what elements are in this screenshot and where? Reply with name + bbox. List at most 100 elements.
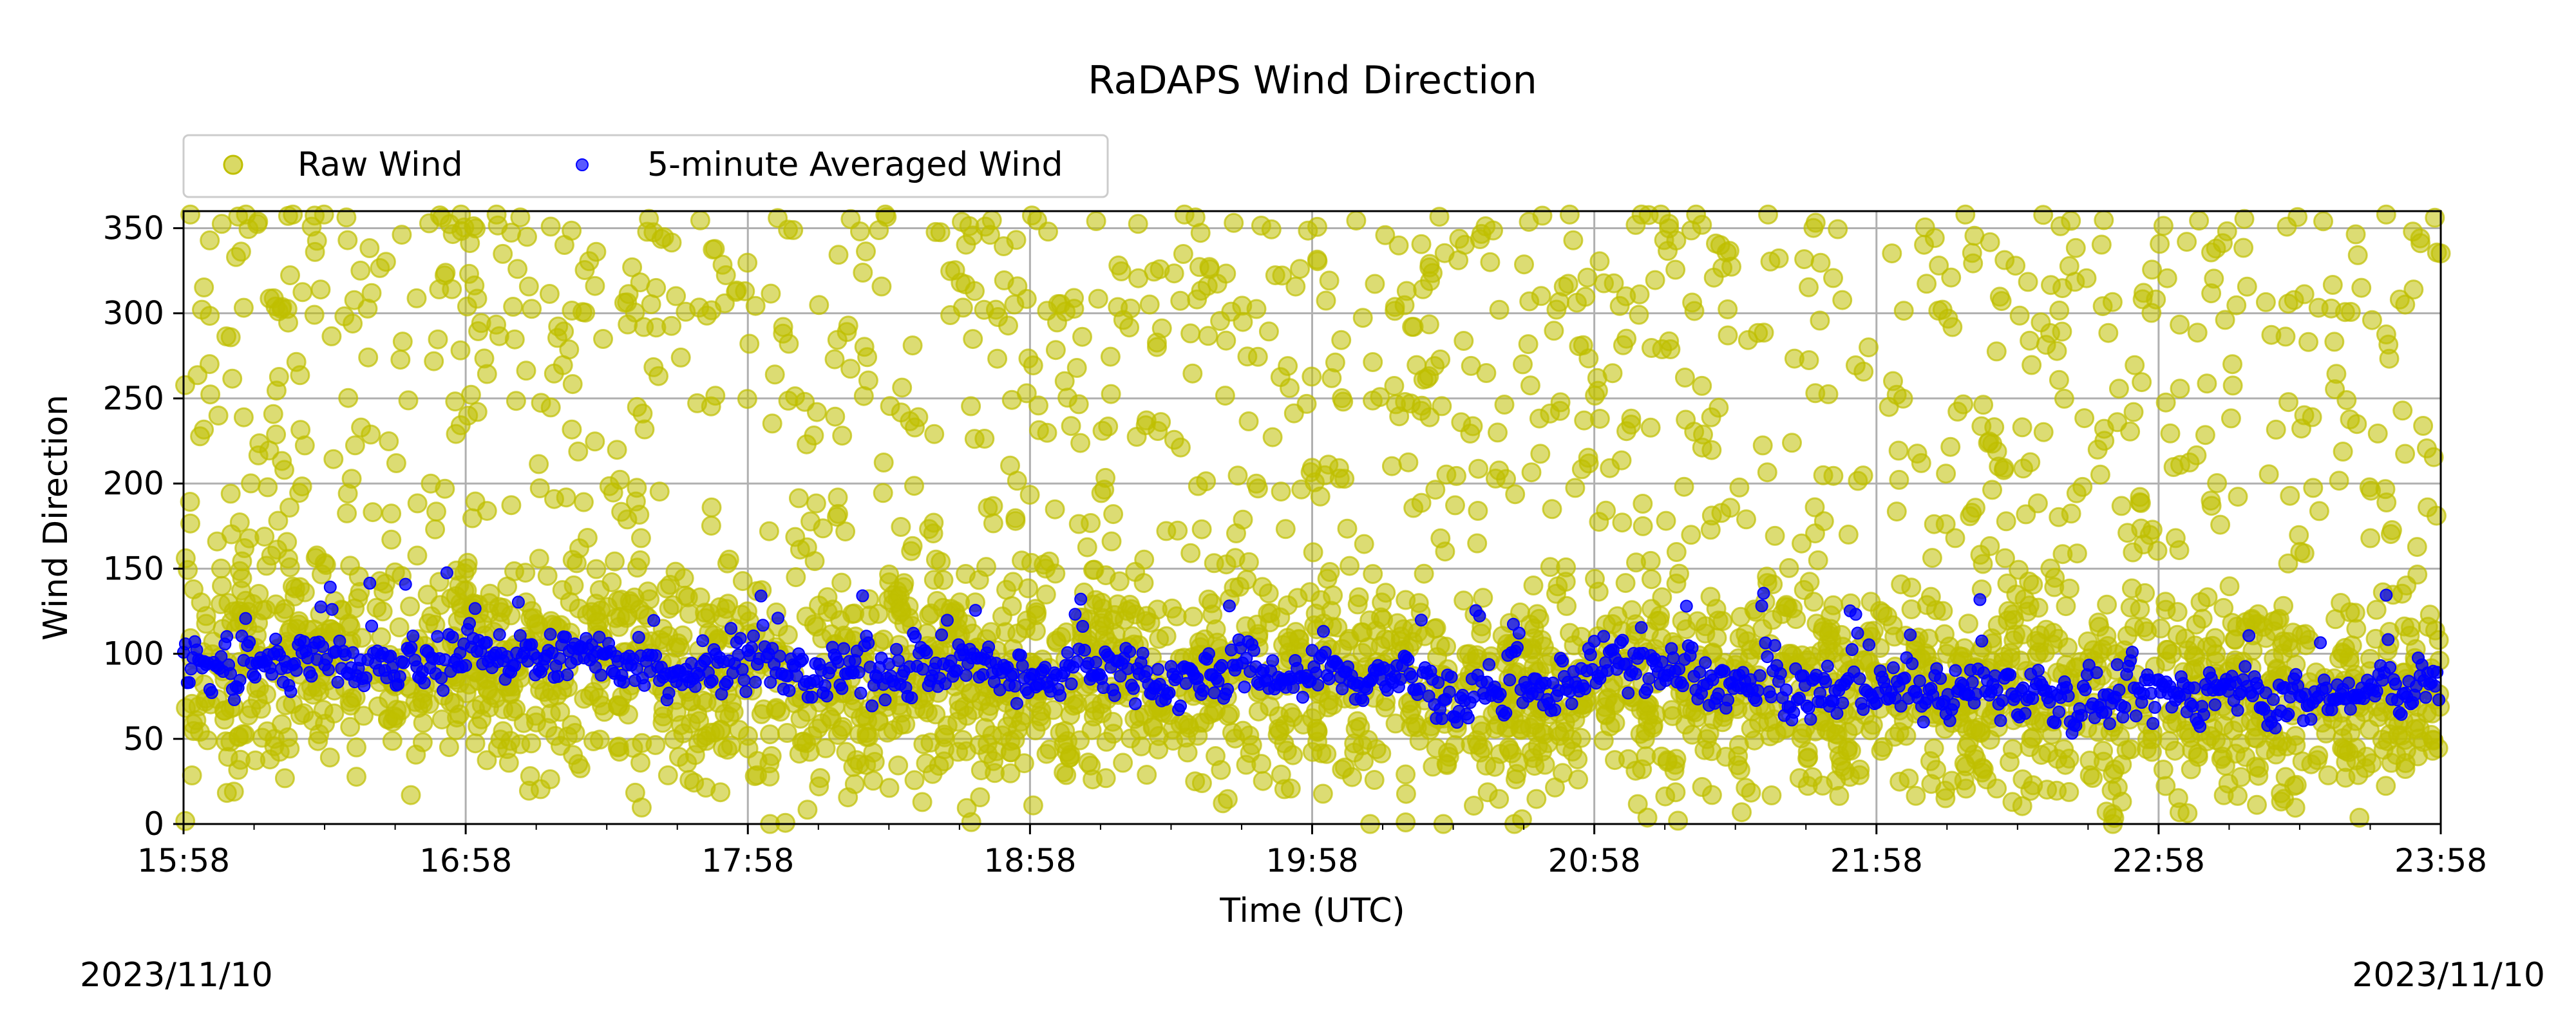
raw-wind-point — [562, 374, 583, 395]
raw-wind-point — [465, 699, 486, 720]
raw-wind-point — [1078, 753, 1099, 772]
raw-wind-point — [2204, 268, 2224, 289]
raw-wind-point — [773, 317, 793, 337]
raw-wind-point — [1318, 697, 1338, 718]
averaged-wind-point — [2267, 693, 2280, 706]
averaged-wind-point — [724, 622, 737, 635]
raw-wind-point — [233, 407, 254, 427]
raw-wind-point — [2410, 233, 2430, 254]
averaged-wind-point — [1830, 707, 1844, 720]
raw-wind-point — [589, 729, 610, 750]
raw-wind-point — [634, 317, 654, 337]
raw-wind-point — [435, 263, 456, 283]
averaged-wind-point — [739, 685, 753, 698]
raw-wind-point — [1000, 455, 1020, 476]
raw-wind-point — [2394, 616, 2414, 637]
raw-wind-point — [1430, 528, 1451, 548]
raw-wind-point — [1958, 613, 1978, 634]
raw-wind-point — [994, 236, 1014, 256]
raw-wind-point — [2160, 423, 2181, 444]
raw-wind-point — [1545, 777, 1565, 798]
raw-wind-point — [278, 548, 298, 569]
raw-wind-point — [1023, 795, 1043, 816]
averaged-wind-point — [773, 650, 786, 663]
raw-wind-point — [1094, 480, 1115, 500]
raw-wind-point — [1973, 759, 1994, 780]
raw-wind-point — [1233, 509, 1253, 530]
x-tick-label: 18:58 — [983, 842, 1076, 879]
y-tick-label: 300 — [103, 295, 164, 332]
raw-wind-point — [679, 603, 699, 624]
raw-wind-point — [585, 431, 605, 452]
raw-wind-point — [827, 507, 847, 527]
raw-wind-point — [1095, 768, 1116, 789]
raw-wind-point — [1665, 782, 1686, 803]
raw-wind-point — [2366, 599, 2387, 620]
raw-wind-point — [835, 521, 856, 542]
raw-wind-point — [2222, 375, 2243, 396]
raw-wind-point — [641, 631, 662, 651]
raw-wind-point — [493, 699, 514, 720]
averaged-wind-point — [440, 566, 453, 579]
raw-wind-point — [618, 314, 638, 335]
raw-wind-point — [439, 737, 459, 758]
raw-wind-point — [1741, 718, 1761, 739]
raw-wind-point — [2278, 392, 2298, 413]
averaged-wind-point — [1318, 646, 1332, 659]
raw-wind-point — [1633, 516, 1653, 536]
averaged-wind-point — [1123, 645, 1137, 659]
averaged-wind-point — [393, 670, 406, 684]
raw-wind-point — [1674, 476, 1694, 497]
raw-wind-point — [2298, 332, 2318, 352]
raw-wind-point — [2164, 740, 2185, 761]
raw-wind-point — [1973, 395, 1994, 415]
raw-wind-point — [2217, 221, 2237, 241]
raw-wind-point — [2088, 612, 2108, 633]
raw-wind-point — [1363, 352, 1383, 372]
raw-wind-point — [1706, 599, 1727, 619]
raw-wind-point — [196, 613, 216, 634]
raw-wind-point — [1258, 321, 1279, 342]
averaged-wind-point — [2394, 707, 2408, 721]
raw-wind-point — [337, 503, 357, 523]
raw-wind-point — [539, 284, 560, 304]
raw-wind-point — [266, 380, 287, 401]
raw-wind-point — [211, 558, 231, 579]
raw-wind-point — [2132, 372, 2152, 393]
averaged-wind-point — [2018, 707, 2032, 720]
raw-wind-point — [2425, 207, 2445, 228]
raw-wind-point — [2094, 431, 2115, 451]
raw-wind-point — [1589, 251, 1610, 272]
raw-wind-point — [2169, 802, 2190, 823]
raw-wind-point — [458, 406, 478, 426]
averaged-wind-point — [1136, 646, 1150, 660]
raw-wind-point — [2061, 503, 2081, 524]
raw-wind-point — [761, 283, 781, 304]
raw-wind-point — [676, 301, 696, 322]
raw-wind-point — [1662, 700, 1682, 720]
averaged-wind-point — [1622, 686, 1635, 700]
raw-wind-point — [211, 594, 231, 614]
raw-wind-point — [888, 755, 909, 776]
averaged-wind-point — [1311, 679, 1325, 692]
raw-wind-point — [1741, 782, 1761, 803]
averaged-wind-point — [182, 676, 196, 689]
averaged-wind-point — [2188, 681, 2201, 695]
raw-wind-point — [2049, 300, 2070, 321]
raw-wind-point — [1126, 427, 1147, 447]
averaged-wind-point — [1356, 694, 1370, 707]
averaged-wind-point — [2197, 708, 2210, 722]
raw-wind-point — [2125, 355, 2145, 375]
raw-wind-point — [1782, 433, 1802, 453]
raw-wind-point — [673, 723, 694, 744]
raw-wind-point — [1320, 562, 1340, 582]
averaged-wind-point — [2090, 666, 2103, 679]
averaged-wind-point — [856, 589, 869, 603]
averaged-wind-point — [2075, 709, 2088, 722]
raw-wind-point — [832, 426, 853, 446]
raw-wind-point — [976, 557, 996, 577]
raw-wind-point — [956, 234, 976, 255]
raw-wind-point — [2316, 723, 2336, 744]
raw-wind-point — [1411, 492, 1432, 513]
raw-wind-point — [2213, 597, 2234, 618]
